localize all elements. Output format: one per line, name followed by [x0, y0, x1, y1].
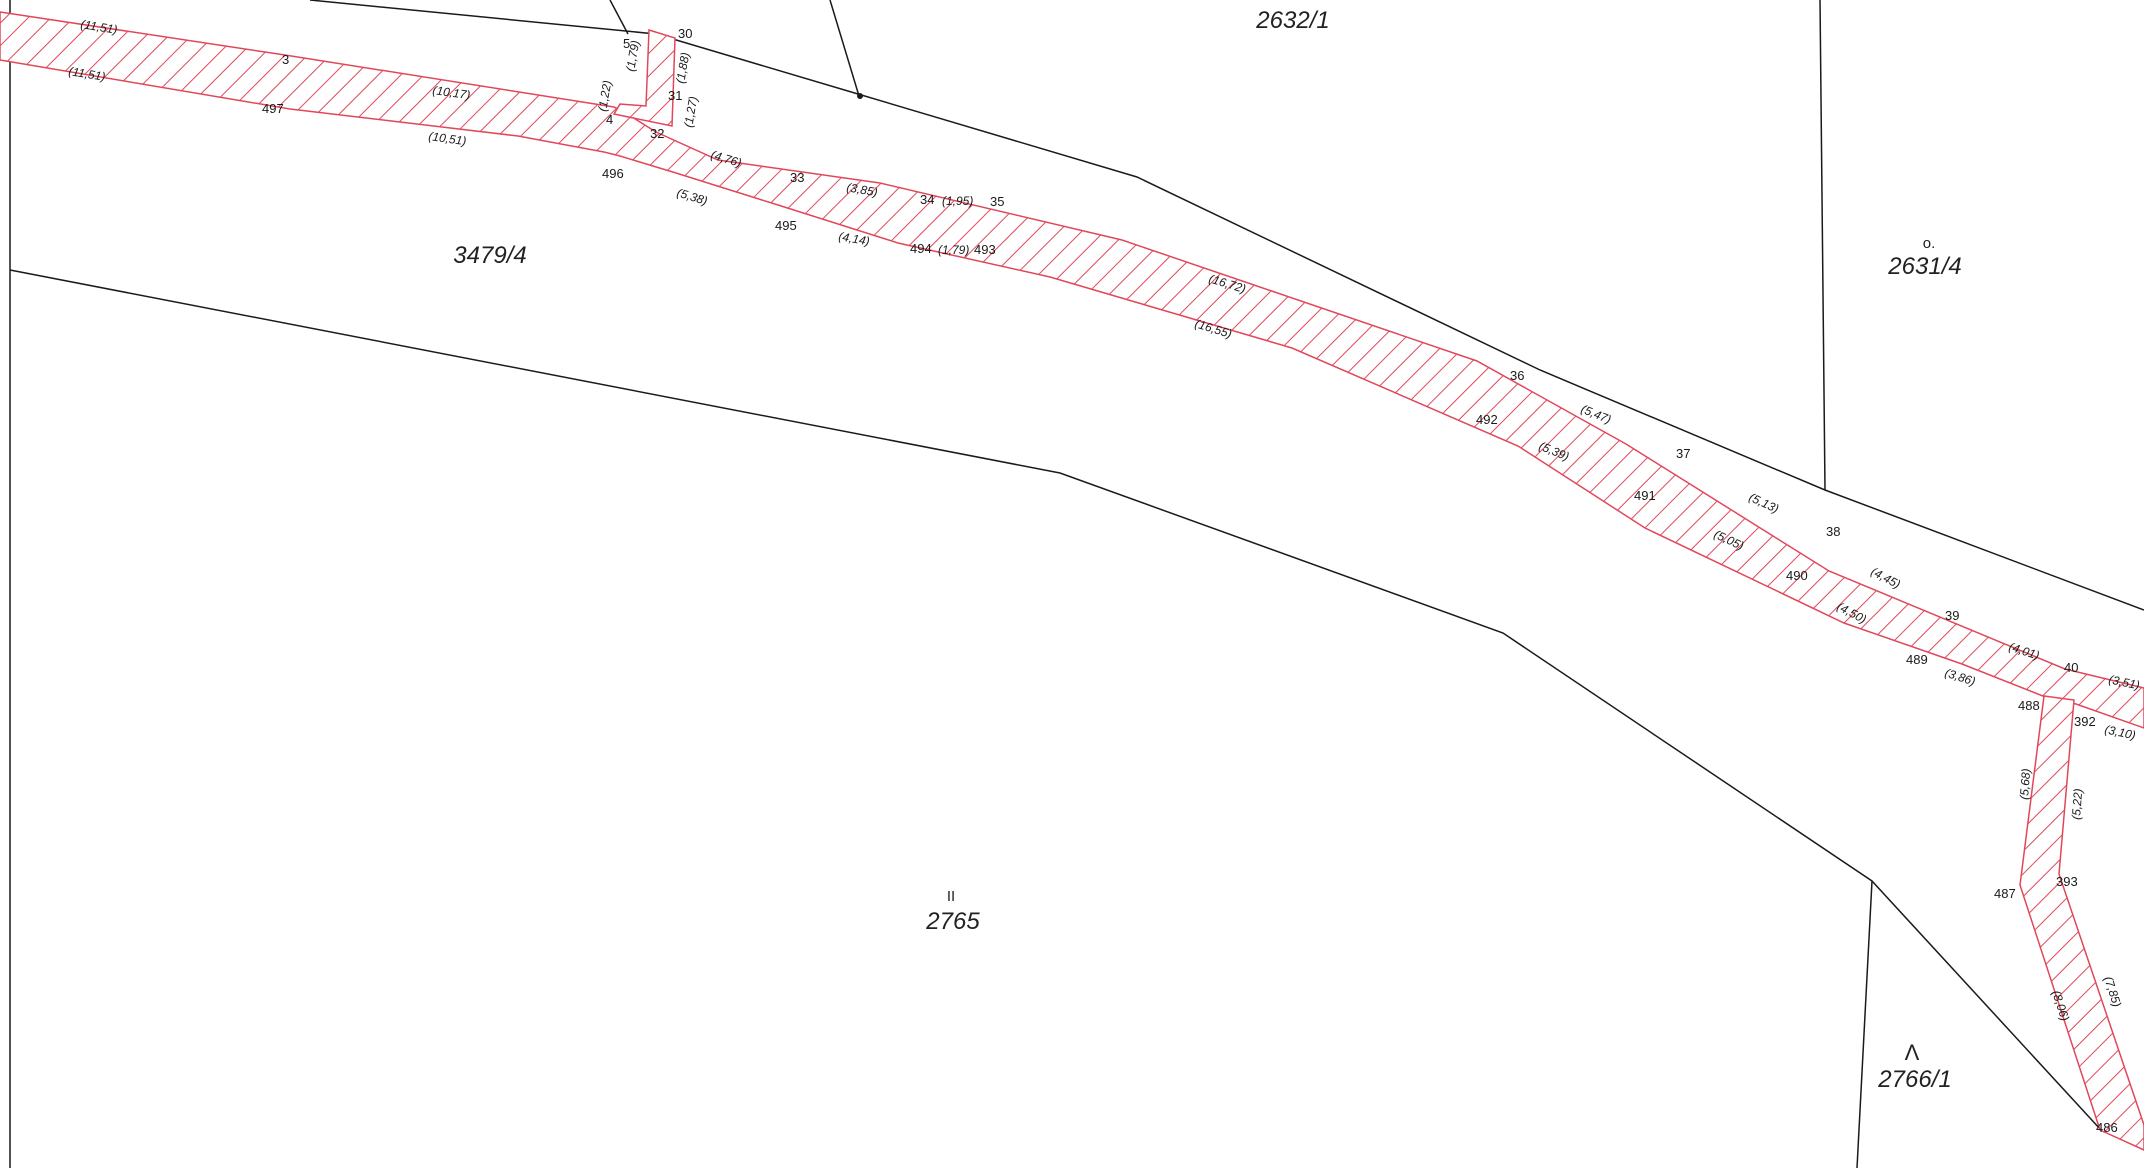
dimension-label: (4,45) [1869, 564, 1903, 591]
point-label: 487 [1994, 886, 2016, 901]
point-label: 38 [1826, 524, 1840, 539]
point-label: 31 [668, 88, 682, 103]
dimension-label: (5,68) [2017, 768, 2033, 800]
parcel-label: 2765 [925, 908, 980, 935]
dimension-label: (10,51) [428, 129, 468, 148]
parcel-label: 3479/4 [453, 242, 526, 269]
strip-south-branch [2019, 695, 2144, 1151]
parcel-label: 2632/1 [1255, 7, 1329, 34]
point-label: 489 [1906, 652, 1928, 667]
point-label: 496 [602, 166, 624, 181]
boundary-2766-west [1856, 880, 1873, 1168]
dimension-label: (7,85) [2101, 975, 2124, 1009]
survey-points: 3 4 5 30 31 32 33 34 35 36 37 38 39 40 3… [262, 26, 2118, 1135]
point-label: 491 [1634, 488, 1656, 503]
boundary-2631-west [1819, 0, 1826, 491]
point-label: 36 [1510, 368, 1524, 383]
dimension-label: (3,10) [2103, 722, 2137, 742]
point-label: 33 [790, 170, 804, 185]
dimension-label: (5,13) [1747, 490, 1781, 516]
parcel-boundaries [9, 0, 2144, 1168]
dimension-label: (11,51) [80, 17, 119, 37]
point-label: 37 [1676, 446, 1690, 461]
point-label: 3 [282, 52, 289, 67]
point-label: 497 [262, 101, 284, 116]
parcel-labels: 2632/1 o. 2631/4 3479/4 II 2765 Λ 2766/1 [453, 7, 1961, 1093]
point-label: 39 [1945, 608, 1959, 623]
point-label: 486 [2096, 1120, 2118, 1135]
dimension-label: (5,22) [2069, 788, 2085, 820]
dimension-label: (4,14) [837, 229, 870, 248]
boundary-diagonal-small [829, 0, 860, 97]
strip-connector [612, 28, 676, 127]
point-label: 488 [2018, 698, 2040, 713]
parcel-label: 2631/4 [1887, 253, 1961, 280]
dimension-label: (11,51) [68, 64, 107, 84]
boundary-north-right [655, 33, 2144, 611]
dimension-label: (1,79) [938, 243, 969, 257]
parcel-mark: o. [1923, 235, 1936, 252]
dimension-label: (3,51) [2107, 672, 2141, 692]
dimension-label: (5,38) [675, 185, 709, 208]
boundary-top-left [309, 0, 657, 35]
point-label: 495 [775, 218, 797, 233]
point-label: 35 [990, 194, 1004, 209]
dimension-label: (3,86) [1943, 666, 1977, 689]
point-label: 30 [678, 26, 692, 41]
point-label: 5 [623, 36, 630, 51]
point-label: 393 [2056, 874, 2078, 889]
boundary-top-spike [609, 0, 629, 35]
point-label: 40 [2064, 660, 2078, 675]
point-label: 490 [1786, 568, 1808, 583]
point-label: 34 [920, 192, 934, 207]
point-label: 492 [1476, 412, 1498, 427]
hatched-strip [0, 11, 2144, 1151]
point-label: 4 [606, 112, 613, 127]
point-label: 493 [974, 242, 996, 257]
parcel-label: 2766/1 [1877, 1066, 1951, 1093]
point-label: 32 [650, 126, 664, 141]
dimension-label: (3,85) [845, 180, 878, 199]
strip-main [0, 11, 2144, 729]
survey-marker [857, 93, 863, 99]
parcel-mark: II [947, 888, 955, 905]
dimension-label: (1,27) [681, 95, 700, 128]
dimension-label: (1,95) [942, 194, 973, 208]
dimension-label: (1,22) [595, 79, 614, 112]
boundary-3479-2765 [9, 269, 2102, 1131]
point-label: 494 [910, 241, 932, 256]
point-label: 392 [2074, 714, 2096, 729]
parcel-mark: Λ [1905, 1040, 1920, 1065]
dimension-label: (1,88) [673, 51, 692, 84]
dimension-label: (1,79) [623, 39, 642, 72]
dimension-label: (10,17) [432, 83, 472, 102]
